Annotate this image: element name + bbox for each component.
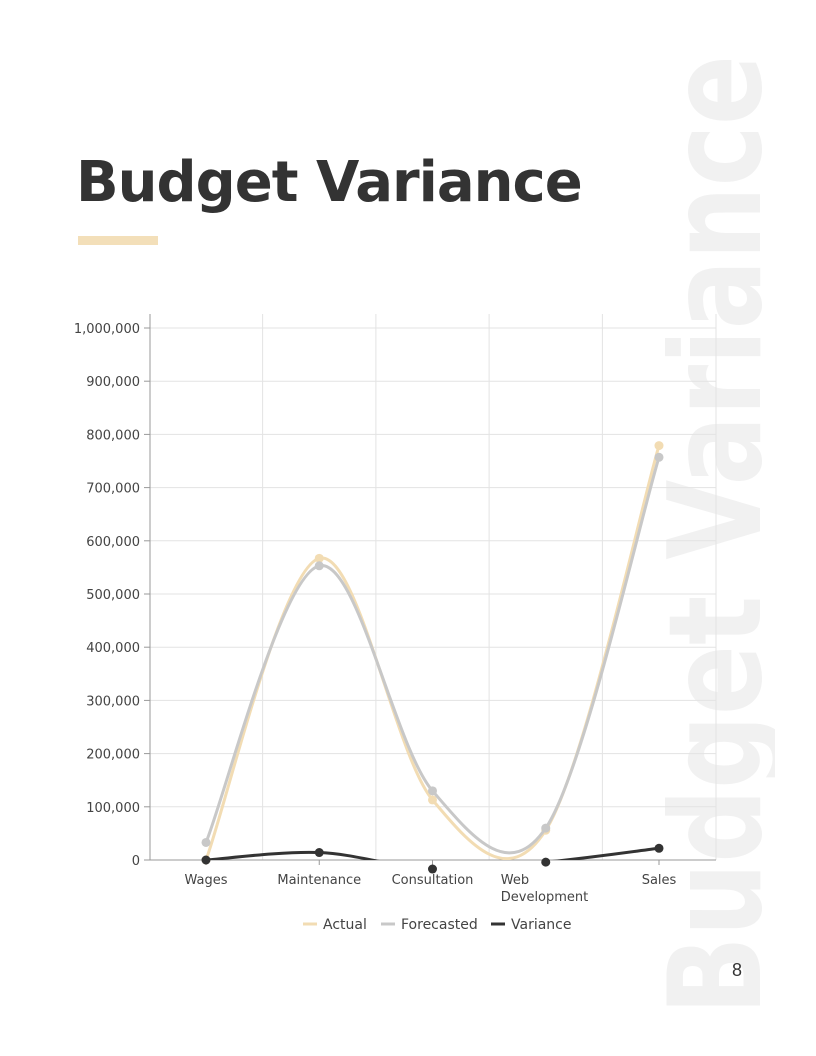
data-point-actual bbox=[428, 795, 437, 805]
legend-label-forecasted: Forecasted bbox=[401, 917, 478, 933]
y-tick-label: 500,000 bbox=[86, 588, 140, 603]
y-tick-label: 300,000 bbox=[86, 694, 140, 709]
y-tick-label: 1,000,000 bbox=[74, 322, 140, 337]
data-point-forecasted bbox=[541, 823, 551, 833]
y-tick-label: 100,000 bbox=[86, 801, 140, 816]
chart-svg: 0 100,000 200,000 300,000 400,000 500,000 600,… bbox=[74, 314, 717, 933]
data-point-forecasted bbox=[201, 837, 211, 847]
data-point-forecasted bbox=[314, 561, 324, 571]
legend-label-variance: Variance bbox=[511, 917, 571, 933]
y-tick-label: 200,000 bbox=[86, 748, 140, 763]
data-point-forecasted bbox=[654, 452, 664, 462]
series-line-variance bbox=[205, 846, 660, 860]
y-tick-label: 600,000 bbox=[86, 535, 140, 550]
watermark: Budget Variance bbox=[665, 20, 775, 1015]
data-point-actual bbox=[654, 441, 664, 451]
y-tick-label: 900,000 bbox=[86, 375, 140, 390]
title-underline bbox=[78, 236, 158, 245]
legend-label-actual: Actual bbox=[323, 917, 367, 933]
data-point-variance bbox=[654, 843, 664, 853]
page-number: 8 bbox=[731, 960, 742, 980]
data-point-forecasted bbox=[428, 786, 437, 796]
y-tick-label: 400,000 bbox=[86, 641, 140, 656]
data-point-variance bbox=[314, 848, 324, 858]
data-point-variance bbox=[541, 857, 551, 867]
watermark-svg: Budget Variance bbox=[665, 55, 775, 1015]
y-tick-label: 0 bbox=[132, 854, 140, 869]
watermark-text: Budget Variance bbox=[665, 55, 775, 1015]
data-point-variance bbox=[201, 855, 211, 865]
x-tick-label: Web Development bbox=[501, 873, 589, 905]
x-tick-label: Wages bbox=[184, 873, 227, 888]
y-tick-label: 700,000 bbox=[86, 482, 140, 497]
x-tick-label: Maintenance bbox=[277, 873, 361, 888]
x-tick-label: Consultation bbox=[392, 873, 474, 888]
page-title: Budget Variance bbox=[76, 150, 583, 215]
line-chart: 0 100,000 200,000 300,000 400,000 500,000 600,… bbox=[0, 300, 816, 960]
y-tick-label: 800,000 bbox=[86, 428, 140, 443]
x-tick-label: Sales bbox=[642, 873, 677, 888]
data-point-actual bbox=[314, 553, 324, 563]
data-point-variance bbox=[428, 864, 437, 874]
